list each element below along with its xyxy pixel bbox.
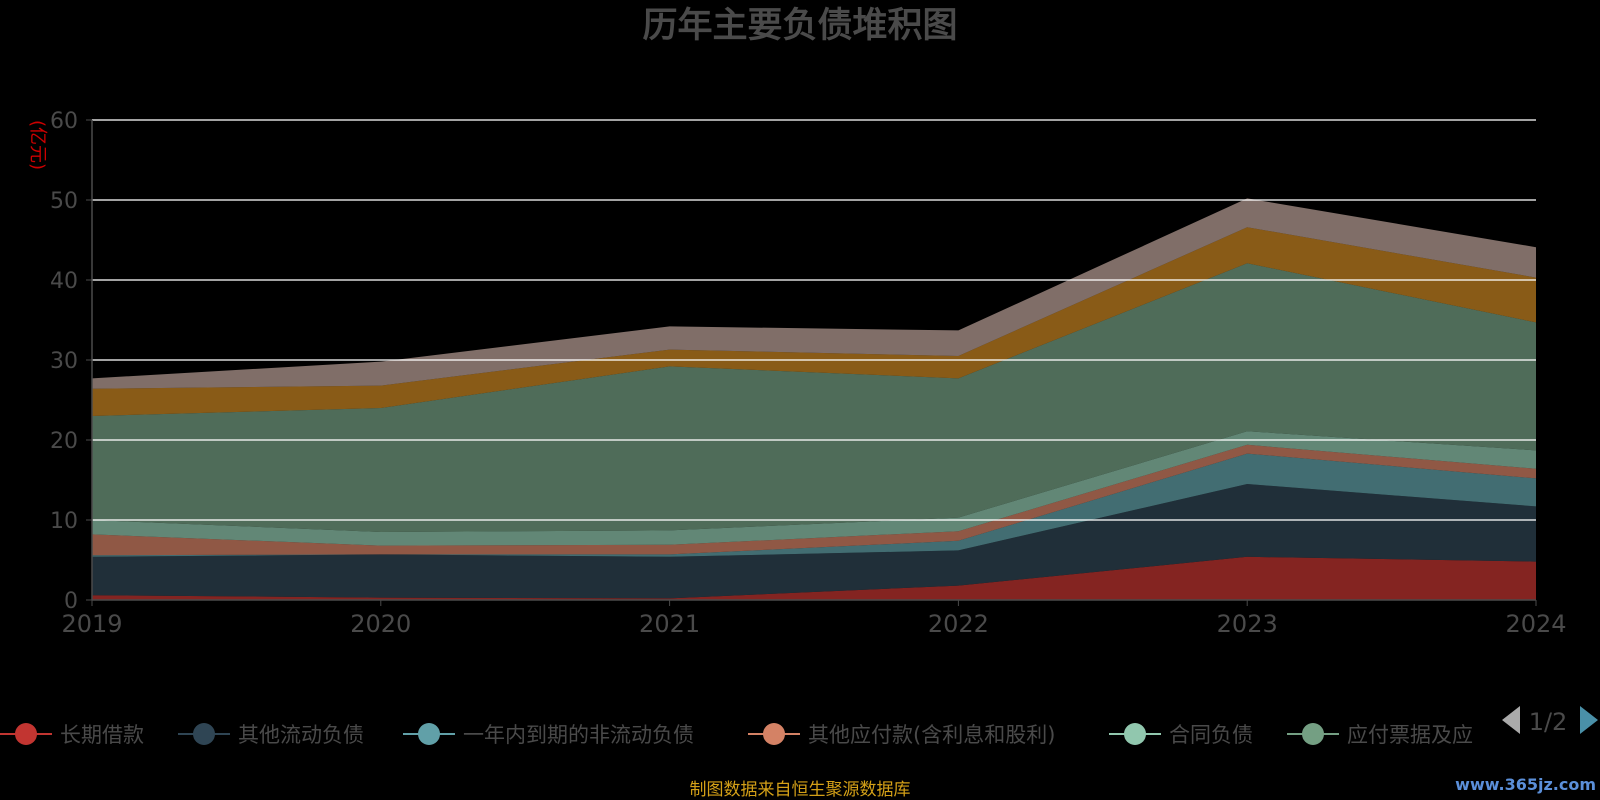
area-series-3[interactable] xyxy=(92,444,1536,556)
y-axis-unit-label: (亿元) xyxy=(27,120,48,170)
x-tick-label: 2021 xyxy=(639,610,700,638)
legend-page-indicator: 1/2 xyxy=(1529,708,1568,736)
legend-label: 合同负债 xyxy=(1169,723,1253,747)
legend-label: 应付票据及应 xyxy=(1347,723,1473,747)
area-series-4[interactable] xyxy=(92,431,1536,546)
data-source-footer: 制图数据来自恒生聚源数据库 xyxy=(690,780,911,800)
legend-marker-icon xyxy=(763,723,785,745)
legend-marker-icon xyxy=(1302,723,1324,745)
y-tick-label: 60 xyxy=(50,109,78,134)
legend-pager[interactable]: 1/2 xyxy=(1502,706,1598,736)
legend-next-page-icon[interactable] xyxy=(1580,706,1598,734)
y-tick-label: 20 xyxy=(50,429,78,454)
legend-item[interactable]: 其他应付款(含利息和股利) xyxy=(748,723,1055,747)
legend-item[interactable]: 长期借款 xyxy=(0,723,144,747)
gridlines xyxy=(92,119,1536,521)
legend-label: 一年内到期的非流动负债 xyxy=(463,723,694,747)
legend-item[interactable]: 一年内到期的非流动负债 xyxy=(403,723,694,747)
legend-marker-icon xyxy=(1124,723,1146,745)
area-series-0[interactable] xyxy=(92,556,1536,600)
y-tick-label: 10 xyxy=(50,509,78,534)
watermark: www.365jz.com xyxy=(1455,775,1596,794)
area-series-6[interactable] xyxy=(92,227,1536,416)
x-tick-label: 2022 xyxy=(928,610,989,638)
x-tick-label: 2023 xyxy=(1217,610,1278,638)
legend-marker-icon xyxy=(418,723,440,745)
y-tick-label: 30 xyxy=(50,349,78,374)
legend-marker-icon xyxy=(15,723,37,745)
x-tick-label: 2024 xyxy=(1505,610,1566,638)
legend-label: 其他应付款(含利息和股利) xyxy=(808,723,1055,747)
area-series-5[interactable] xyxy=(92,263,1536,532)
chart-title: 历年主要负债堆积图 xyxy=(642,6,957,46)
legend-item[interactable]: 其他流动负债 xyxy=(178,723,364,747)
area-series-1[interactable] xyxy=(92,484,1536,599)
y-tick-label: 0 xyxy=(64,589,78,614)
y-tick-label: 40 xyxy=(50,269,78,294)
legend-item[interactable]: 应付票据及应 xyxy=(1287,723,1473,747)
legend[interactable]: 长期借款 其他流动负债 一年内到期的非流动负债 其他应付款(含利息和股利) 合同负债 应付… xyxy=(0,723,1473,747)
axes: 0 10 20 30 40 50 60 2019 2020 2021 2022 2023 2024 xyxy=(50,109,1567,638)
legend-label: 其他流动负债 xyxy=(238,723,364,747)
legend-marker-icon xyxy=(193,723,215,745)
y-tick-label: 50 xyxy=(50,189,78,214)
area-series-7[interactable] xyxy=(92,198,1536,389)
x-tick-label: 2020 xyxy=(350,610,411,638)
area-series-group xyxy=(92,198,1536,600)
legend-label: 长期借款 xyxy=(60,723,144,747)
legend-item[interactable]: 合同负债 xyxy=(1109,723,1253,747)
x-tick-label: 2019 xyxy=(61,610,122,638)
legend-prev-page-icon[interactable] xyxy=(1502,706,1520,734)
area-series-2[interactable] xyxy=(92,453,1536,557)
